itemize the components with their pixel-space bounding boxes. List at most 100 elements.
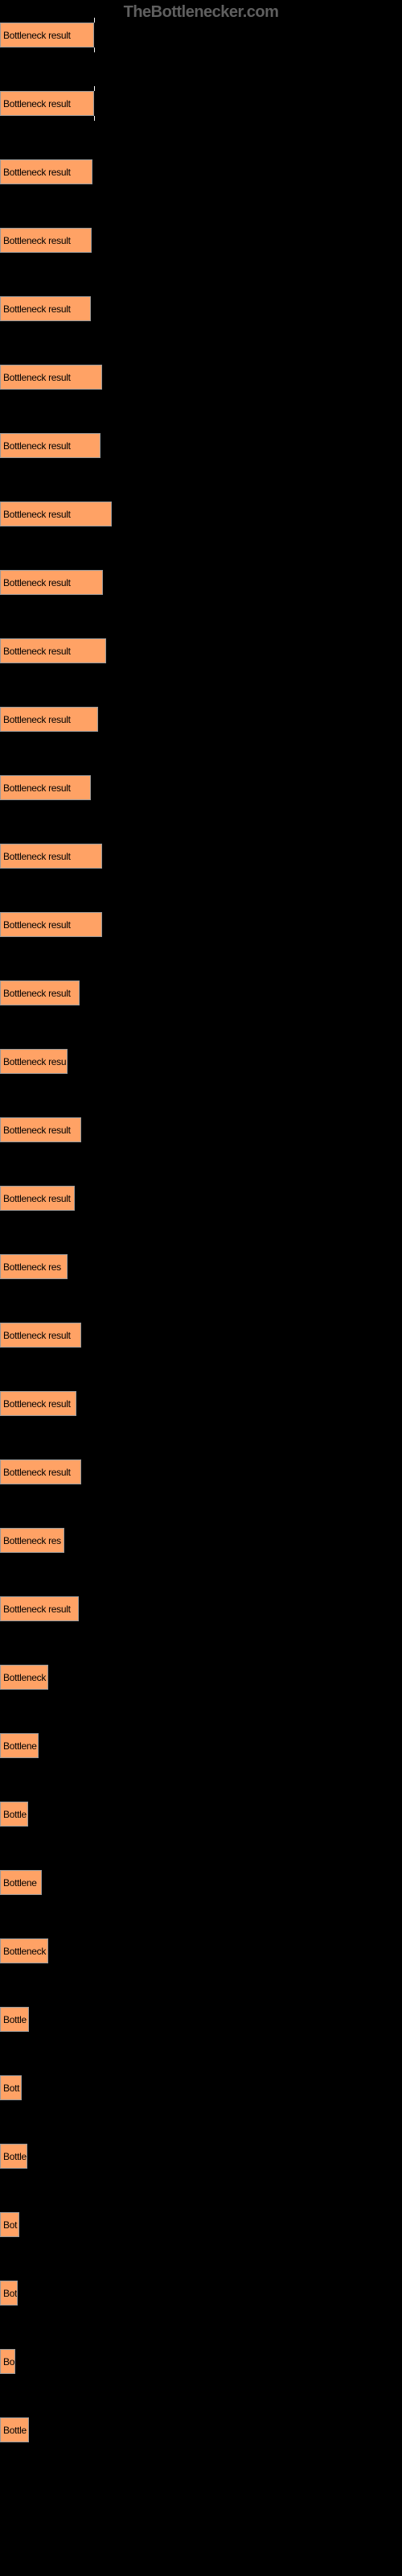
bar-row: Bottleneck result xyxy=(0,775,402,800)
bar-label: Bottleneck result xyxy=(1,509,71,520)
bar-row: Bottleneck result xyxy=(0,365,402,390)
bar-label: Bottleneck result xyxy=(1,372,71,383)
bar-label: Bottleneck xyxy=(1,1946,46,1957)
bar-row: Bottleneck result xyxy=(0,228,402,253)
bar: Bottleneck result xyxy=(0,775,91,800)
bar-row: Bottleneck result xyxy=(0,570,402,595)
bar-label: Bottleneck result xyxy=(1,782,71,794)
bar-label: Bottle xyxy=(1,2425,27,2436)
bar-row: Bottleneck result xyxy=(0,23,402,47)
bar: Bottleneck result xyxy=(0,23,94,47)
bar-label: Bottleneck result xyxy=(1,988,71,999)
bar: Bottleneck res xyxy=(0,1528,64,1553)
bar-row: Bottleneck result xyxy=(0,159,402,184)
bar-row: Bottleneck xyxy=(0,1938,402,1963)
bar: Bott xyxy=(0,2075,22,2100)
bar-label: Bottleneck result xyxy=(1,646,71,657)
tick-mark xyxy=(94,116,95,121)
bar-label: Bottleneck result xyxy=(1,714,71,725)
bar-row: Bottleneck result xyxy=(0,1117,402,1142)
bar: Bottleneck result xyxy=(0,159,92,184)
bar-row: Bottleneck xyxy=(0,1665,402,1690)
bar-label: Bottlene xyxy=(1,1877,37,1889)
bar-label: Bottle xyxy=(1,2014,27,2025)
bar: Bot xyxy=(0,2281,18,2306)
bar-row: Bottle xyxy=(0,2007,402,2032)
bar-label: Bottle xyxy=(1,2151,27,2162)
bar: Bottleneck result xyxy=(0,228,92,253)
bar-row: Bottle xyxy=(0,2417,402,2442)
bar-label: Bot xyxy=(1,2219,17,2231)
bar-row: Bottleneck result xyxy=(0,1049,402,1074)
bar: Bottleneck result xyxy=(0,1049,68,1074)
bar-row: Bottleneck result xyxy=(0,1186,402,1211)
bar: Bottlene xyxy=(0,1733,39,1758)
bar: Bottleneck result xyxy=(0,570,103,595)
bar-label: Bottleneck result xyxy=(1,30,71,41)
bar-label: Bottlene xyxy=(1,1740,37,1752)
bar: Bottleneck result xyxy=(0,1186,75,1211)
bar-row: Bottleneck res xyxy=(0,1254,402,1279)
bar-label: Bottleneck result xyxy=(1,577,71,588)
bar: Bottleneck result xyxy=(0,296,91,321)
bar: Bottleneck result xyxy=(0,433,100,458)
bar: Bottle xyxy=(0,2007,29,2032)
bar: Bottleneck result xyxy=(0,912,102,937)
bar-row: Bottleneck result xyxy=(0,91,402,116)
bar: Bottle xyxy=(0,2144,27,2169)
bar-label: Bottleneck result xyxy=(1,303,71,315)
bar-label: Bottleneck res xyxy=(1,1535,61,1546)
bar-row: Bottlene xyxy=(0,1870,402,1895)
bar: Bo xyxy=(0,2349,15,2374)
bar-label: Bottleneck result xyxy=(1,440,71,452)
bar-row: Bottlene xyxy=(0,1733,402,1758)
bar: Bottleneck result xyxy=(0,365,102,390)
bar-row: Bottleneck result xyxy=(0,1459,402,1484)
bar-label: Bottleneck res xyxy=(1,1261,61,1273)
bar: Bottlene xyxy=(0,1870,42,1895)
bar-row: Bot xyxy=(0,2281,402,2306)
bar-row: Bottleneck result xyxy=(0,980,402,1005)
bar-label: Bottleneck result xyxy=(1,167,71,178)
bar-row: Bottleneck result xyxy=(0,1323,402,1348)
tick-mark xyxy=(94,86,95,91)
bar-label: Bottle xyxy=(1,1809,27,1820)
tick-mark xyxy=(94,47,95,52)
bar: Bottleneck result xyxy=(0,1117,81,1142)
bar-row: Bottle xyxy=(0,2144,402,2169)
bar: Bot xyxy=(0,2212,19,2237)
bar-row: Bottleneck result xyxy=(0,1596,402,1621)
bar: Bottleneck xyxy=(0,1665,48,1690)
bar-row: Bottleneck res xyxy=(0,1528,402,1553)
bar-row: Bottleneck result xyxy=(0,912,402,937)
bar-row: Bott xyxy=(0,2075,402,2100)
bar: Bottleneck result xyxy=(0,844,102,869)
bar-label: Bottleneck result xyxy=(1,98,71,109)
bar-label: Bot xyxy=(1,2288,17,2299)
bar-label: Bottleneck result xyxy=(1,1125,71,1136)
bar: Bottleneck xyxy=(0,1938,48,1963)
bar: Bottleneck result xyxy=(0,1391,76,1416)
bar-label: Bottleneck result xyxy=(1,1604,71,1615)
bar-row: Bo xyxy=(0,2349,402,2374)
bar-label: Bottleneck result xyxy=(1,1193,71,1204)
bar-label: Bottleneck result xyxy=(1,1398,71,1410)
bar-label: Bo xyxy=(1,2356,14,2368)
bar: Bottleneck result xyxy=(0,91,94,116)
bar-label: Bottleneck xyxy=(1,1672,46,1683)
bar: Bottleneck result xyxy=(0,1323,81,1348)
bar-label: Bottleneck result xyxy=(1,235,71,246)
bar-row: Bottleneck result xyxy=(0,638,402,663)
bar-label: Bottleneck result xyxy=(1,1056,68,1067)
bar-row: Bottleneck result xyxy=(0,502,402,526)
bar: Bottle xyxy=(0,2417,29,2442)
bar-row: Bottleneck result xyxy=(0,433,402,458)
bar-label: Bottleneck result xyxy=(1,851,71,862)
watermark-text: TheBottlenecker.com xyxy=(124,3,279,22)
bar-label: Bottleneck result xyxy=(1,1330,71,1341)
bar: Bottleneck result xyxy=(0,638,106,663)
bar-label: Bott xyxy=(1,2083,19,2094)
bar: Bottle xyxy=(0,1802,28,1827)
bar-row: Bottle xyxy=(0,1802,402,1827)
bar-row: Bot xyxy=(0,2212,402,2237)
